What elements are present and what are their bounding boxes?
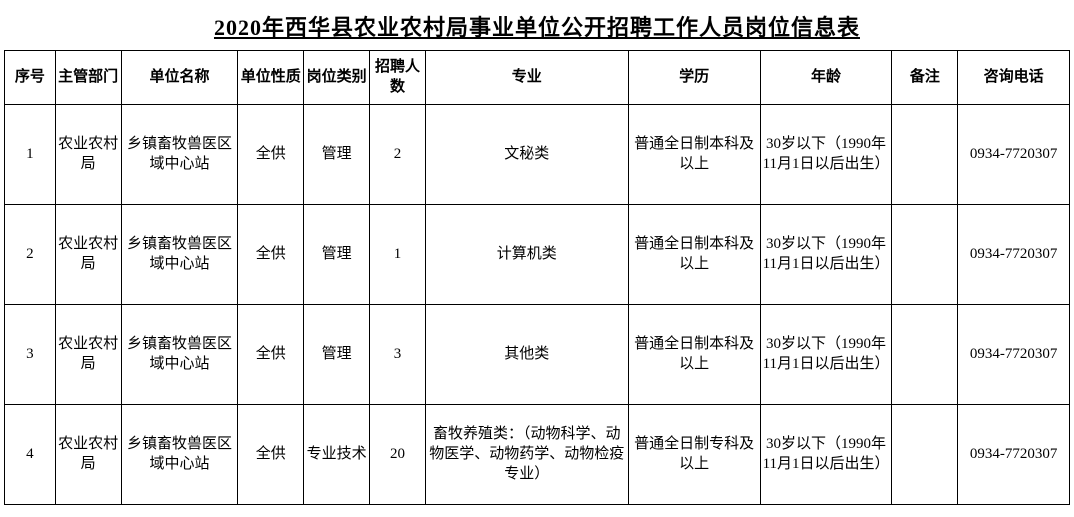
cell-ptype: 管理 bbox=[304, 204, 370, 304]
cell-ptype: 专业技术 bbox=[304, 404, 370, 504]
table-row: 3农业农村局乡镇畜牧兽医区域中心站全供管理3其他类普通全日制本科及以上30岁以下… bbox=[5, 304, 1070, 404]
cell-note bbox=[892, 304, 958, 404]
cell-nature: 全供 bbox=[238, 104, 304, 204]
cell-age: 30岁以下（1990年11月1日以后出生） bbox=[760, 204, 892, 304]
cell-count: 1 bbox=[370, 204, 426, 304]
cell-phone: 0934-7720307 bbox=[958, 104, 1070, 204]
cell-dept: 农业农村局 bbox=[55, 304, 121, 404]
table-header-cell: 专业 bbox=[425, 51, 628, 105]
cell-phone: 0934-7720307 bbox=[958, 304, 1070, 404]
cell-unit: 乡镇畜牧兽医区域中心站 bbox=[121, 204, 238, 304]
table-header-cell: 招聘人数 bbox=[370, 51, 426, 105]
cell-seq: 3 bbox=[5, 304, 56, 404]
cell-dept: 农业农村局 bbox=[55, 404, 121, 504]
cell-unit: 乡镇畜牧兽医区域中心站 bbox=[121, 404, 238, 504]
cell-nature: 全供 bbox=[238, 304, 304, 404]
cell-nature: 全供 bbox=[238, 204, 304, 304]
cell-major: 计算机类 bbox=[425, 204, 628, 304]
cell-nature: 全供 bbox=[238, 404, 304, 504]
cell-seq: 2 bbox=[5, 204, 56, 304]
cell-count: 2 bbox=[370, 104, 426, 204]
cell-age: 30岁以下（1990年11月1日以后出生） bbox=[760, 104, 892, 204]
cell-count: 3 bbox=[370, 304, 426, 404]
cell-ptype: 管理 bbox=[304, 104, 370, 204]
cell-note bbox=[892, 204, 958, 304]
cell-edu: 普通全日制本科及以上 bbox=[628, 304, 760, 404]
recruitment-table: 序号主管部门单位名称单位性质岗位类别招聘人数专业学历年龄备注咨询电话 1农业农村… bbox=[4, 50, 1070, 505]
cell-age: 30岁以下（1990年11月1日以后出生） bbox=[760, 304, 892, 404]
table-header-cell: 主管部门 bbox=[55, 51, 121, 105]
cell-note bbox=[892, 404, 958, 504]
table-body: 1农业农村局乡镇畜牧兽医区域中心站全供管理2文秘类普通全日制本科及以上30岁以下… bbox=[5, 104, 1070, 504]
table-header-cell: 岗位类别 bbox=[304, 51, 370, 105]
table-header-cell: 备注 bbox=[892, 51, 958, 105]
cell-dept: 农业农村局 bbox=[55, 104, 121, 204]
table-row: 4农业农村局乡镇畜牧兽医区域中心站全供专业技术20畜牧养殖类：（动物科学、动物医… bbox=[5, 404, 1070, 504]
cell-ptype: 管理 bbox=[304, 304, 370, 404]
cell-seq: 4 bbox=[5, 404, 56, 504]
cell-unit: 乡镇畜牧兽医区域中心站 bbox=[121, 104, 238, 204]
table-header-cell: 咨询电话 bbox=[958, 51, 1070, 105]
cell-unit: 乡镇畜牧兽医区域中心站 bbox=[121, 304, 238, 404]
table-header-cell: 单位性质 bbox=[238, 51, 304, 105]
cell-age: 30岁以下（1990年11月1日以后出生） bbox=[760, 404, 892, 504]
cell-edu: 普通全日制本科及以上 bbox=[628, 204, 760, 304]
cell-count: 20 bbox=[370, 404, 426, 504]
cell-note bbox=[892, 104, 958, 204]
table-header-cell: 年龄 bbox=[760, 51, 892, 105]
cell-major: 畜牧养殖类：（动物科学、动物医学、动物药学、动物检疫专业） bbox=[425, 404, 628, 504]
page-title: 2020年西华县农业农村局事业单位公开招聘工作人员岗位信息表 bbox=[4, 4, 1070, 50]
table-header-cell: 单位名称 bbox=[121, 51, 238, 105]
table-header-row: 序号主管部门单位名称单位性质岗位类别招聘人数专业学历年龄备注咨询电话 bbox=[5, 51, 1070, 105]
cell-major: 其他类 bbox=[425, 304, 628, 404]
cell-edu: 普通全日制本科及以上 bbox=[628, 104, 760, 204]
cell-major: 文秘类 bbox=[425, 104, 628, 204]
cell-edu: 普通全日制专科及以上 bbox=[628, 404, 760, 504]
cell-dept: 农业农村局 bbox=[55, 204, 121, 304]
cell-phone: 0934-7720307 bbox=[958, 204, 1070, 304]
table-header-cell: 学历 bbox=[628, 51, 760, 105]
table-header-cell: 序号 bbox=[5, 51, 56, 105]
table-row: 1农业农村局乡镇畜牧兽医区域中心站全供管理2文秘类普通全日制本科及以上30岁以下… bbox=[5, 104, 1070, 204]
cell-seq: 1 bbox=[5, 104, 56, 204]
table-row: 2农业农村局乡镇畜牧兽医区域中心站全供管理1计算机类普通全日制本科及以上30岁以… bbox=[5, 204, 1070, 304]
cell-phone: 0934-7720307 bbox=[958, 404, 1070, 504]
